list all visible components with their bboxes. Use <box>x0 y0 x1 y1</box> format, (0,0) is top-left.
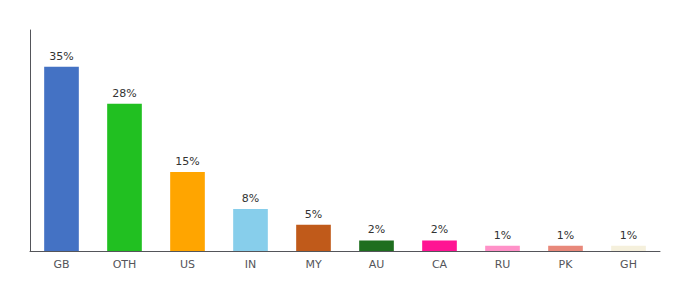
svg-text:US: US <box>180 258 195 271</box>
svg-text:1%: 1% <box>620 229 637 242</box>
svg-text:2%: 2% <box>431 223 448 236</box>
svg-text:RU: RU <box>495 258 511 271</box>
svg-text:15%: 15% <box>175 155 199 168</box>
svg-text:CA: CA <box>432 258 448 271</box>
svg-text:1%: 1% <box>494 229 511 242</box>
svg-text:AU: AU <box>369 258 385 271</box>
svg-text:1%: 1% <box>557 229 574 242</box>
svg-text:2%: 2% <box>368 223 385 236</box>
svg-text:GB: GB <box>53 258 69 271</box>
svg-text:IN: IN <box>245 258 256 271</box>
svg-text:GH: GH <box>620 258 637 271</box>
svg-text:8%: 8% <box>242 192 259 205</box>
svg-text:PK: PK <box>559 258 574 271</box>
svg-text:35%: 35% <box>49 50 73 63</box>
svg-text:5%: 5% <box>305 208 322 221</box>
svg-text:MY: MY <box>305 258 321 271</box>
svg-text:28%: 28% <box>112 87 136 100</box>
svg-text:OTH: OTH <box>113 258 137 271</box>
